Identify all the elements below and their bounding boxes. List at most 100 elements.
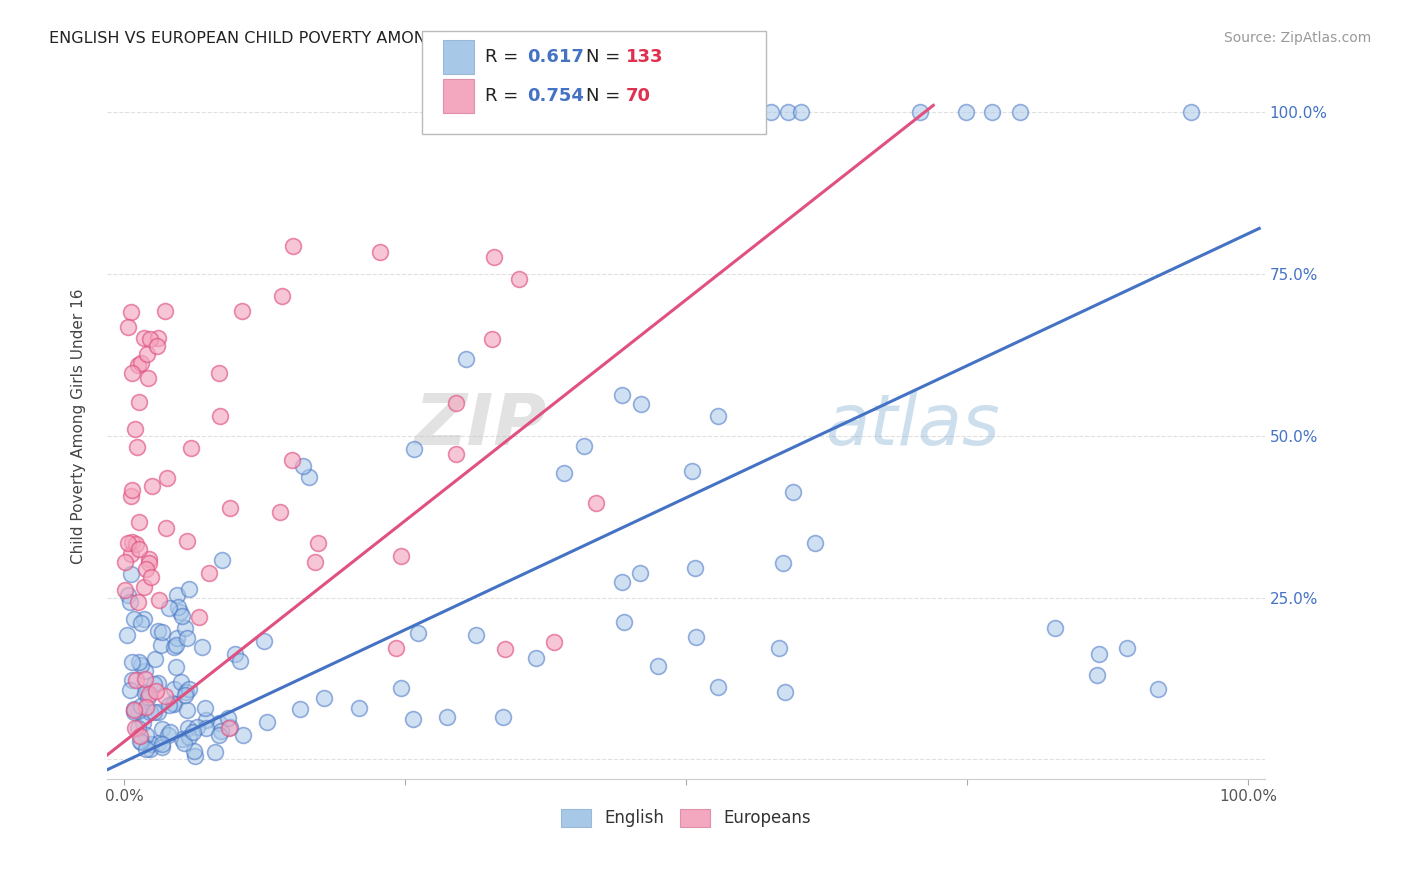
Point [138,742,160,756]
Point [157,698,180,713]
Point [127,704,149,718]
Point [121,483,143,497]
Point [219,721,242,735]
Point [761,104,783,119]
Text: 0.754: 0.754 [527,87,583,105]
Point [685,630,707,644]
Point [122,705,145,719]
Point [128,395,150,409]
Point [1085,668,1108,682]
Point [681,464,703,478]
Point [166,588,188,602]
Point [135,741,157,756]
Point [146,736,169,750]
Point [135,727,157,741]
Point [172,608,194,623]
Point [122,612,145,626]
Point [782,484,804,499]
Point [224,647,246,661]
Point [585,496,607,510]
Point [166,631,188,645]
Point [981,104,1004,119]
Point [135,700,157,714]
Point [159,724,181,739]
Point [288,702,311,716]
Point [170,731,193,746]
Point [163,697,186,711]
Point [150,638,173,652]
Point [1088,647,1111,661]
Point [120,489,142,503]
Point [683,561,706,575]
Point [508,272,530,286]
Point [122,703,145,717]
Point [177,721,200,735]
Point [707,409,730,424]
Point [211,552,233,566]
Point [198,566,221,580]
Point [194,701,217,715]
Point [208,367,231,381]
Y-axis label: Child Poverty Among Girls Under 16: Child Poverty Among Girls Under 16 [72,288,86,564]
Point [803,536,825,550]
Point [117,536,139,550]
Point [291,458,314,473]
Point [446,447,468,461]
Point [129,615,152,630]
Point [131,658,153,673]
Point [117,588,139,602]
Point [120,683,142,698]
Point [494,641,516,656]
Point [269,505,291,519]
Point [190,640,212,655]
Point [553,467,575,481]
Point [271,289,294,303]
Point [127,358,149,372]
Point [543,635,565,649]
Point [125,536,148,550]
Point [120,595,142,609]
Point [129,699,152,714]
Point [162,682,184,697]
Point [139,332,162,346]
Point [180,441,202,455]
Point [610,575,633,590]
Point [120,304,142,318]
Text: R =: R = [485,87,524,105]
Point [146,330,169,344]
Point [231,304,253,318]
Point [484,250,506,264]
Text: N =: N = [586,48,626,66]
Point [1180,104,1202,119]
Point [145,651,167,665]
Legend: English, Europeans: English, Europeans [554,802,818,834]
Point [778,104,800,119]
Point [307,536,329,550]
Point [174,688,197,702]
Point [298,470,321,484]
Point [162,696,184,710]
Point [134,664,156,678]
Point [187,610,209,624]
Point [612,615,634,629]
Point [177,731,200,745]
Point [138,551,160,566]
Point [1116,641,1139,656]
Point [1010,104,1032,119]
Point [150,722,173,736]
Point [183,744,205,758]
Point [128,655,150,669]
Point [195,713,218,727]
Point [481,332,503,346]
Point [314,691,336,706]
Point [138,687,160,701]
Point [148,592,170,607]
Point [121,534,143,549]
Point [253,633,276,648]
Point [129,729,152,743]
Point [125,441,148,455]
Point [138,556,160,570]
Point [184,748,207,763]
Point [456,352,478,367]
Point [135,685,157,699]
